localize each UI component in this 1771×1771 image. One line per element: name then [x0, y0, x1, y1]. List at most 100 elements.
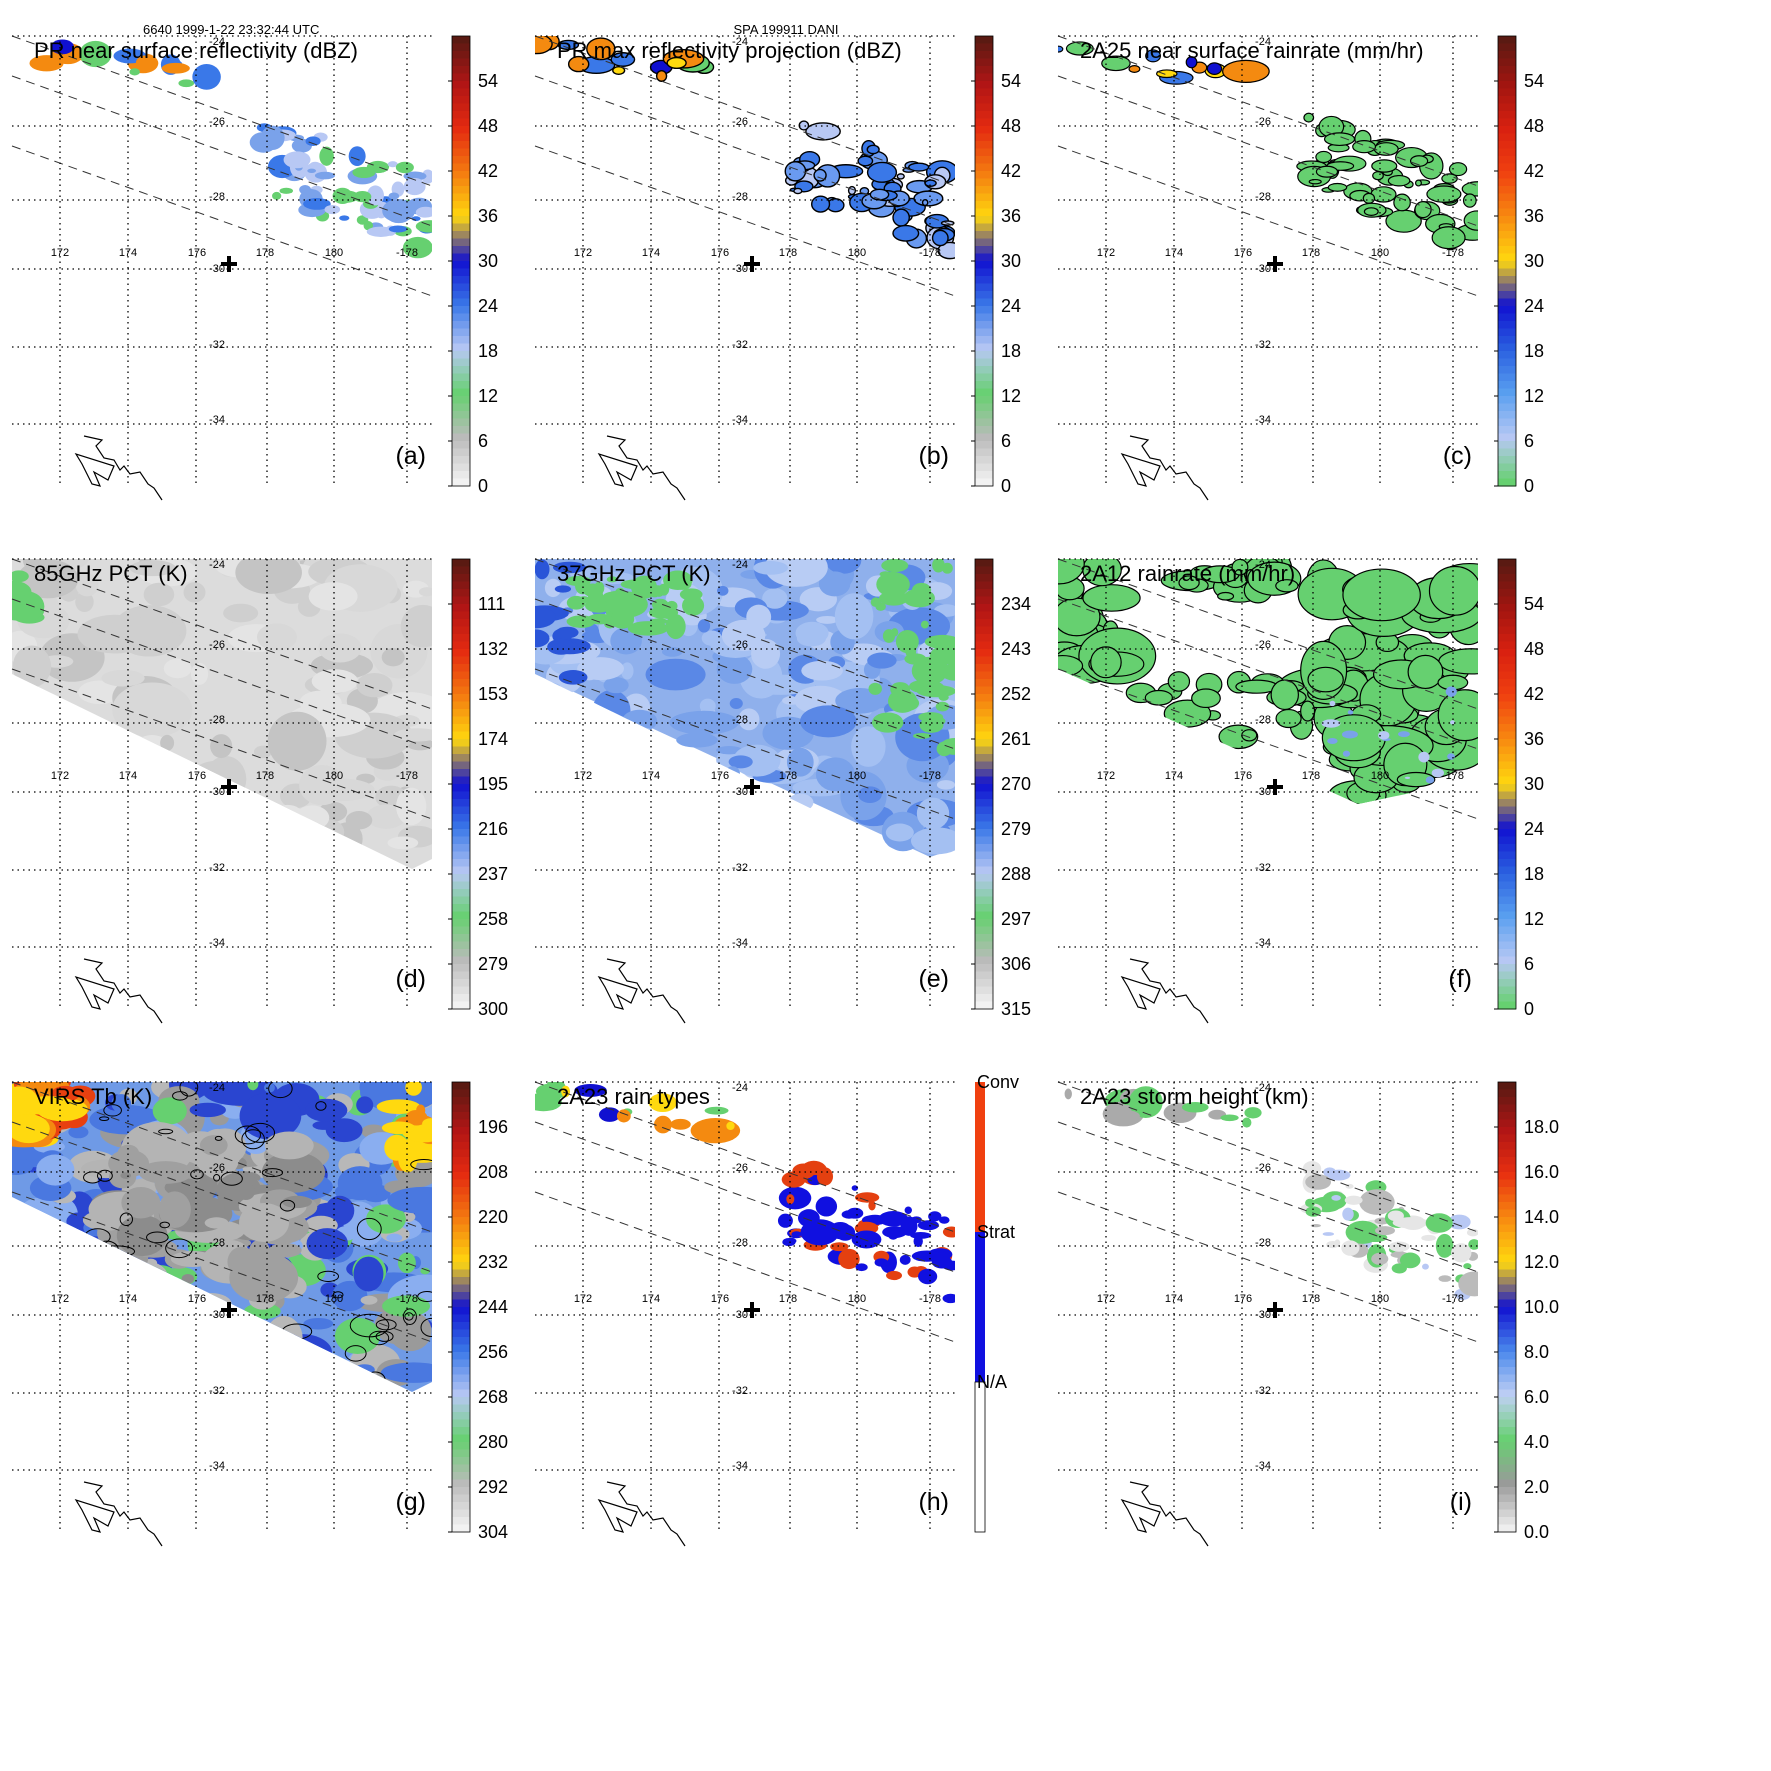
- data-cell: [635, 727, 657, 754]
- data-cell: [762, 588, 788, 609]
- data-cell: [152, 1328, 217, 1367]
- data-cell: [165, 805, 194, 828]
- data-cell: [203, 1346, 233, 1360]
- data-cell: [268, 1082, 293, 1099]
- data-cell: [552, 707, 586, 723]
- data-cell: [567, 55, 590, 73]
- data-cell: [699, 698, 716, 714]
- colorbar-tick-label: 268: [478, 1387, 508, 1407]
- colorbar-tick-label: 18: [1001, 341, 1021, 361]
- data-cell: [585, 739, 636, 769]
- data-cell: [192, 64, 221, 90]
- data-cell: [354, 1364, 375, 1376]
- lat-label: -28: [732, 1237, 748, 1249]
- data-cell: [918, 1268, 938, 1285]
- data-cell: [932, 559, 945, 573]
- data-cell: [272, 191, 282, 200]
- data-cell: [660, 607, 676, 620]
- data-cell: [577, 657, 624, 681]
- colorbar-tick-label: 42: [1524, 161, 1544, 181]
- data-cell: [415, 220, 432, 233]
- data-cell: [332, 187, 353, 205]
- data-cell: [319, 146, 334, 166]
- data-cell: [97, 1298, 117, 1313]
- header-center: SPA 199911 DANI: [733, 22, 838, 37]
- lon-label: 178: [779, 1293, 797, 1305]
- swath-edge: [1057, 1121, 1479, 1273]
- data-cell: [535, 681, 561, 692]
- lon-label: 180: [1371, 1293, 1389, 1305]
- data-cell: [855, 1263, 868, 1272]
- data-cell: [784, 161, 807, 182]
- lon-label: 174: [642, 1293, 660, 1305]
- data-cell: [606, 576, 618, 583]
- swath-edge: [11, 75, 433, 227]
- data-cell: [1418, 751, 1430, 763]
- data-cell: [353, 190, 372, 203]
- data-cell: [1387, 1210, 1404, 1222]
- data-cell: [235, 559, 302, 594]
- colorbar-tick-label: 0: [1524, 999, 1534, 1019]
- panel-title: PR max reflectivity projection (dBZ): [557, 38, 902, 63]
- data-cell: [28, 1219, 65, 1246]
- data-cell: [1447, 753, 1455, 760]
- lat-label: -26: [209, 116, 225, 128]
- data-cell: [890, 682, 911, 697]
- data-cell: [356, 1372, 372, 1383]
- category-label: N/A: [977, 1372, 1007, 1392]
- data-cell: [12, 1341, 47, 1358]
- data-cell: [628, 816, 677, 833]
- data-cell: [1327, 737, 1338, 744]
- data-cell: [210, 734, 233, 759]
- data-cell: [1329, 700, 1336, 707]
- data-cell: [318, 633, 362, 663]
- data-cell: [1206, 62, 1223, 75]
- lat-label: -26: [732, 116, 748, 128]
- panel-title: PR near surface reflectivity (dBZ): [34, 38, 358, 63]
- data-cell: [158, 1128, 174, 1135]
- data-cell: [935, 701, 950, 712]
- data-cell: [586, 37, 616, 61]
- data-cell: [143, 582, 175, 607]
- data-cell: [344, 1345, 367, 1362]
- data-cell: [32, 1298, 51, 1312]
- data-cell: [1128, 65, 1141, 73]
- data-cell: [1359, 1189, 1395, 1215]
- data-cell: [679, 588, 703, 601]
- lat-label: -24: [732, 559, 748, 571]
- data-cell: [1217, 591, 1235, 601]
- lon-label: 174: [1165, 770, 1183, 782]
- data-cell: [1435, 1233, 1454, 1258]
- data-cell: [926, 681, 945, 696]
- data-cell: [876, 571, 910, 597]
- colorbar: 18.0 16.0 14.0 12.0 10.0 8.0 6.0 4.0 2.0 0.0: [1494, 1081, 1559, 1542]
- lat-label: -34: [732, 937, 748, 949]
- panel-label: (g): [395, 1488, 426, 1516]
- data-cell: [535, 629, 550, 648]
- data-cell: [650, 585, 666, 594]
- data-cell: [380, 1362, 432, 1383]
- center-cross-icon: [221, 256, 237, 272]
- data-cell: [786, 1237, 797, 1245]
- colorbar: 54 48 42 36 30 24 18 12 6 0: [1494, 558, 1544, 1019]
- data-cell: [241, 1129, 265, 1150]
- data-cell: [942, 1293, 955, 1304]
- data-cell: [1428, 565, 1478, 616]
- data-cell: [1387, 174, 1411, 187]
- lat-label: -24: [732, 1082, 748, 1094]
- center-cross-icon: [221, 779, 237, 795]
- panel-d: 172 174 176 178 180 -178 -24 -26 -28 -30 -32 -34 85G…: [11, 558, 508, 1024]
- data-cell: [325, 1195, 355, 1226]
- data-cell: [803, 837, 832, 864]
- lon-label: 172: [51, 1293, 69, 1305]
- data-cell: [388, 225, 408, 233]
- data-cell: [938, 693, 949, 701]
- data-cell: [1458, 1271, 1478, 1297]
- data-cell: [899, 1254, 911, 1265]
- data-cell: [307, 168, 317, 174]
- data-field: [535, 1082, 741, 1144]
- panel-h: 172 174 176 178 180 -178 -24 -26 -28 -30 -32 -34 2A2…: [534, 1072, 1019, 1547]
- data-cell: [12, 696, 31, 724]
- data-cell: [1425, 1213, 1453, 1233]
- data-cell: [58, 1340, 100, 1382]
